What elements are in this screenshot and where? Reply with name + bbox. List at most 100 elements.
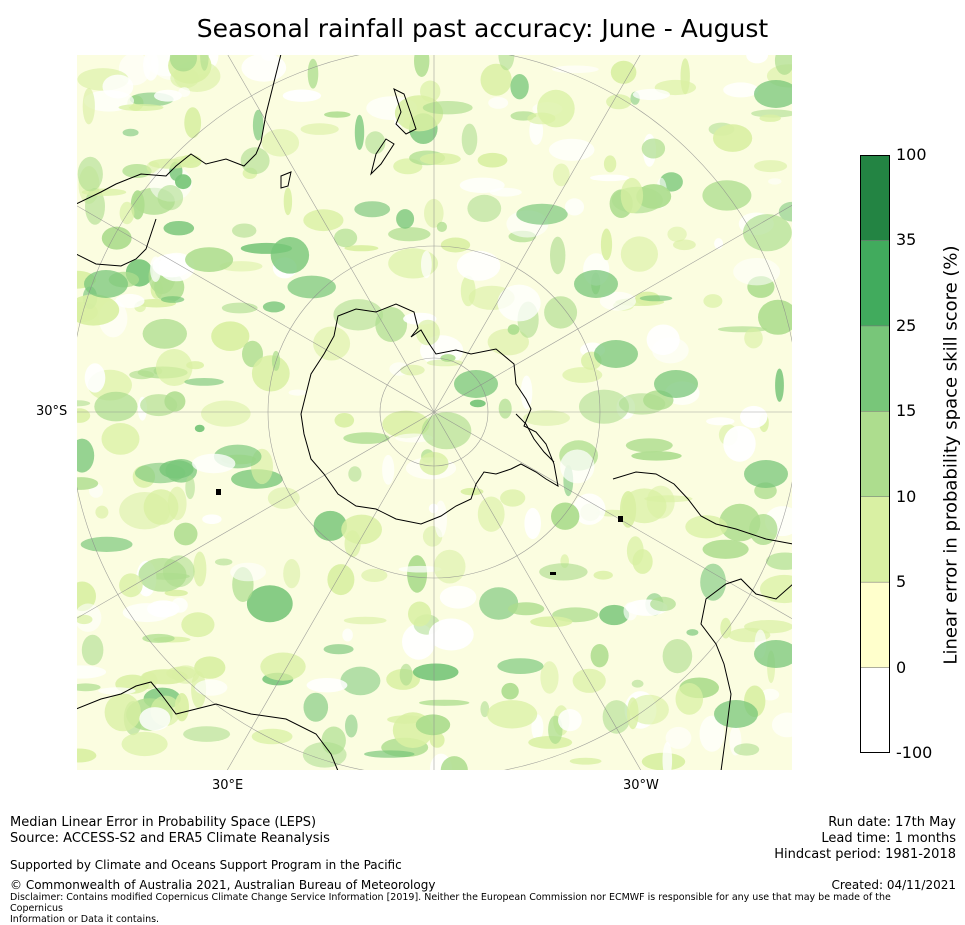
skill-patch bbox=[497, 284, 541, 322]
lon-label-30w: 30°W bbox=[623, 778, 659, 793]
skill-patch bbox=[440, 354, 456, 362]
skill-patch-high bbox=[594, 340, 638, 368]
skill-patch bbox=[287, 275, 336, 299]
disclaimer-line2: Information or Data it contains. bbox=[10, 914, 160, 925]
skill-patch bbox=[400, 364, 425, 376]
skill-patch bbox=[334, 228, 358, 248]
colorbar-tick-label: 100 bbox=[896, 145, 927, 164]
skill-patch bbox=[733, 258, 780, 286]
skill-patch bbox=[646, 324, 680, 356]
skill-patch bbox=[488, 97, 509, 109]
disclaimer: Disclaimer: Contains modified Copernicus… bbox=[10, 892, 940, 925]
skill-patch bbox=[76, 438, 95, 473]
skill-patch bbox=[439, 585, 477, 609]
skill-patch bbox=[723, 425, 756, 462]
skill-patch bbox=[241, 54, 287, 82]
skill-patch bbox=[558, 709, 582, 732]
skill-patch bbox=[749, 514, 778, 545]
skill-patch bbox=[440, 756, 468, 771]
skill-patch bbox=[564, 198, 585, 216]
skill-patch bbox=[620, 177, 644, 214]
skill-patch bbox=[702, 539, 749, 559]
colorbar-tick-label: 0 bbox=[896, 657, 907, 677]
skill-patch bbox=[412, 663, 459, 681]
skill-patch bbox=[487, 328, 529, 356]
skill-patch bbox=[76, 748, 97, 763]
source-text: Source: ACCESS-S2 and ERA5 Climate Reana… bbox=[10, 831, 330, 846]
created-date: Created: 04/11/2021 bbox=[831, 878, 956, 892]
skill-patch bbox=[155, 349, 193, 386]
skill-patch bbox=[173, 155, 199, 165]
skill-patch bbox=[303, 692, 329, 722]
skill-patch bbox=[321, 726, 346, 755]
skill-patch bbox=[261, 54, 277, 61]
skill-patch bbox=[650, 596, 676, 612]
tasmania-coast bbox=[280, 171, 292, 189]
skill-patch bbox=[646, 485, 675, 519]
skill-patch bbox=[631, 679, 644, 688]
skill-patch bbox=[142, 633, 175, 643]
colorbar-segment bbox=[860, 411, 890, 497]
skill-patch bbox=[765, 552, 793, 570]
skill-patch bbox=[84, 363, 106, 393]
skill-patch bbox=[510, 74, 529, 100]
skill-patch bbox=[746, 54, 768, 64]
skill-patch bbox=[240, 147, 270, 175]
skill-patch bbox=[388, 227, 431, 242]
skill-patch bbox=[665, 726, 692, 749]
skill-patch bbox=[428, 618, 474, 651]
skill-patch bbox=[94, 391, 138, 422]
footer-right-block: Run date: 17th May Lead time: 1 months H… bbox=[774, 815, 956, 863]
skill-patch bbox=[590, 174, 630, 182]
skill-patch bbox=[185, 247, 234, 272]
skill-patch bbox=[382, 410, 430, 439]
skill-patch bbox=[221, 302, 258, 314]
skill-patch bbox=[119, 573, 143, 598]
skill-patch bbox=[706, 417, 735, 426]
skill-patch bbox=[579, 389, 629, 424]
colorbar-label: Linear error in probability space skill … bbox=[940, 245, 962, 665]
skill-patch bbox=[340, 666, 381, 696]
skill-patch bbox=[345, 714, 358, 738]
skill-patch bbox=[625, 438, 673, 453]
skill-patch bbox=[77, 156, 103, 192]
skill-patch bbox=[560, 449, 595, 484]
new-zealand-coast bbox=[370, 88, 417, 176]
skill-patch bbox=[398, 565, 442, 573]
skill-patch bbox=[121, 731, 168, 757]
skill-patch bbox=[548, 138, 595, 161]
skill-patch-high bbox=[754, 80, 793, 108]
skill-patch bbox=[192, 453, 236, 474]
skill-patch bbox=[429, 732, 445, 748]
skill-patch bbox=[178, 87, 191, 98]
skill-patch bbox=[754, 160, 788, 173]
skill-patch bbox=[344, 245, 379, 252]
skill-patch-high bbox=[744, 460, 788, 488]
skill-patch bbox=[590, 644, 609, 668]
skill-patch bbox=[81, 634, 104, 666]
skill-patch bbox=[631, 451, 682, 461]
colorbar-tick-label: 35 bbox=[896, 230, 917, 250]
skill-patch bbox=[399, 663, 413, 686]
skill-patch bbox=[270, 237, 310, 274]
skill-patch bbox=[164, 391, 186, 412]
skill-patch bbox=[98, 687, 136, 695]
skill-patch bbox=[497, 658, 544, 674]
skill-patch bbox=[743, 214, 792, 252]
skill-patch bbox=[675, 683, 704, 715]
metric-description: Median Linear Error in Probability Space… bbox=[10, 815, 317, 830]
colorbar-segment bbox=[860, 667, 890, 753]
skill-patch bbox=[685, 515, 728, 539]
skill-patch-high bbox=[454, 370, 498, 398]
skill-patch bbox=[700, 563, 726, 601]
skill-patch bbox=[101, 423, 140, 455]
skill-patch bbox=[501, 682, 519, 700]
colorbar-tick-label: -100 bbox=[896, 743, 933, 762]
skill-patch bbox=[283, 187, 293, 216]
skill-patch bbox=[76, 294, 120, 326]
colorbar-segment bbox=[860, 496, 890, 583]
skill-patch bbox=[602, 700, 631, 734]
skill-patch bbox=[610, 60, 637, 84]
skill-patch bbox=[528, 736, 573, 749]
skill-patch bbox=[720, 617, 732, 639]
